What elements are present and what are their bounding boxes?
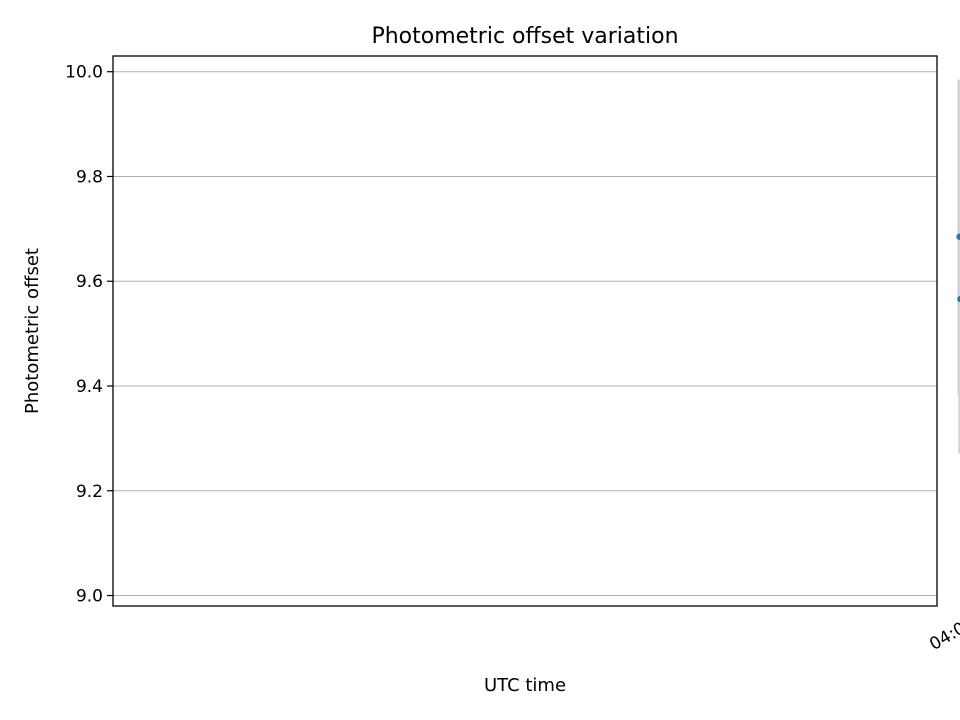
data-point (956, 233, 960, 240)
y-tick-label: 9.0 (76, 587, 103, 607)
y-tick-label: 9.6 (76, 272, 103, 292)
x-axis-label: UTC time (484, 675, 566, 696)
y-tick-label: 9.2 (76, 482, 103, 502)
y-tick-label: 9.4 (76, 377, 103, 397)
data-points (956, 233, 960, 303)
y-axis-label: Photometric offset (22, 248, 43, 414)
y-axis-ticks: 9.0 9.2 9.4 9.6 9.8 10.0 (65, 63, 113, 607)
chart-title: Photometric offset variation (371, 24, 678, 49)
plot-frame (112, 55, 938, 607)
x-tick-label: 04:00 (926, 613, 960, 655)
grid (113, 71, 937, 597)
data-point (957, 295, 960, 303)
x-axis-ticks: 20:0021:0022:0023:0000:0001:0002:0003:00… (926, 613, 960, 655)
y-tick-label: 10.0 (65, 63, 103, 83)
y-tick-label: 9.8 (76, 167, 103, 187)
